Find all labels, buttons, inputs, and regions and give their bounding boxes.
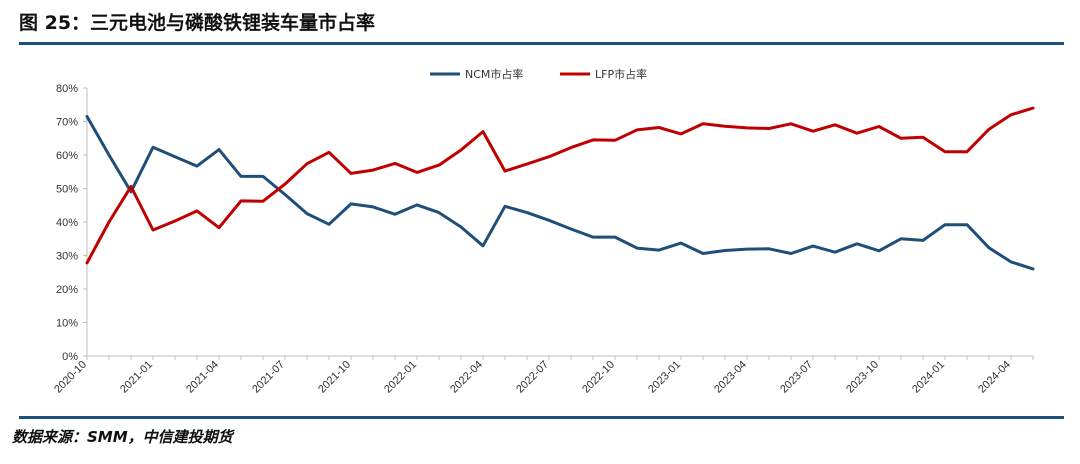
- x-tick-label: 2023-07: [778, 359, 815, 396]
- figure-title: 图 25：三元电池与磷酸铁锂装车量市占率: [19, 12, 376, 34]
- y-tick-label: 70%: [56, 117, 78, 129]
- y-tick-label: 50%: [56, 184, 78, 196]
- x-tick-label: 2022-07: [514, 359, 551, 396]
- x-tick-label: 2020-10: [52, 359, 89, 396]
- x-tick-label: 2021-07: [250, 359, 287, 396]
- x-tick-label: 2024-01: [910, 359, 947, 396]
- top-rule: [19, 42, 1064, 45]
- series-line-lfp: [85, 106, 1035, 265]
- x-tick-label: 2023-04: [712, 359, 749, 396]
- y-tick-label: 0%: [62, 351, 78, 363]
- x-tick-label: 2024-04: [976, 359, 1013, 396]
- y-tick-label: 60%: [56, 150, 78, 162]
- x-tick-label: 2023-10: [844, 359, 881, 396]
- y-tick-label: 80%: [56, 83, 78, 95]
- x-tick-label: 2022-10: [580, 359, 617, 396]
- y-tick-label: 30%: [56, 251, 78, 263]
- source-note: 数据来源：SMM，中信建投期货: [12, 428, 233, 446]
- x-tick-label: 2022-04: [448, 359, 485, 396]
- y-tick-label: 20%: [56, 284, 78, 296]
- x-tick-label: 2021-10: [316, 359, 353, 396]
- x-tick-label: 2021-04: [184, 359, 221, 396]
- y-tick-label: 40%: [56, 217, 78, 229]
- legend-label: LFP市占率: [595, 67, 647, 81]
- y-tick-label: 10%: [56, 318, 78, 330]
- legend-label: NCM市占率: [465, 67, 523, 81]
- series-line-ncm: [85, 115, 1035, 271]
- bottom-rule: [19, 416, 1064, 419]
- x-tick-label: 2021-01: [118, 359, 155, 396]
- x-tick-label: 2022-01: [382, 359, 419, 396]
- x-tick-label: 2023-01: [646, 359, 683, 396]
